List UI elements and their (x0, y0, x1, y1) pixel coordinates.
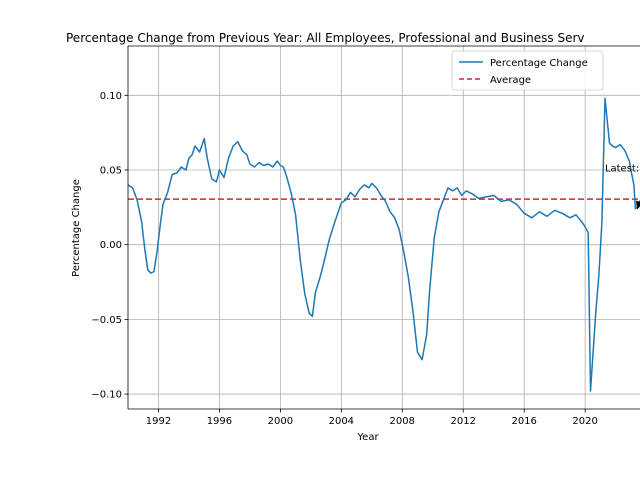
x-tick-label: 2000 (268, 416, 293, 427)
x-tick-label: 1996 (207, 416, 232, 427)
y-axis: −0.10 −0.05 0.00 0.05 0.10 (91, 91, 128, 401)
x-tick-label: 2004 (329, 416, 354, 427)
y-axis-label: Percentage Change (71, 179, 82, 277)
x-tick-label: 1992 (146, 416, 171, 427)
legend-label-average: Average (490, 75, 531, 86)
y-tick-label: −0.10 (91, 390, 122, 401)
annotation-latest-label: Latest: 2.49% (605, 163, 640, 174)
x-axis-label: Year (356, 432, 379, 443)
y-tick-label: 0.05 (100, 165, 122, 176)
legend-box (451, 50, 604, 91)
chart-title: Percentage Change from Previous Year: Al… (66, 31, 585, 45)
y-tick-label: 0.00 (100, 240, 122, 251)
y-tick-label: −0.05 (91, 315, 122, 326)
x-tick-label: 2016 (511, 416, 536, 427)
x-tick-label: 2020 (572, 416, 597, 427)
series-line-percentage-change (128, 97, 639, 392)
legend-label-series: Percentage Change (490, 58, 588, 69)
x-axis: 1992 1996 2000 2004 2008 2012 2016 2020 (146, 409, 598, 427)
legend: Percentage Change Average (451, 50, 604, 91)
y-tick-label: 0.10 (100, 91, 122, 102)
x-tick-label: 2012 (451, 416, 476, 427)
x-tick-label: 2008 (390, 416, 415, 427)
grid (128, 46, 640, 409)
